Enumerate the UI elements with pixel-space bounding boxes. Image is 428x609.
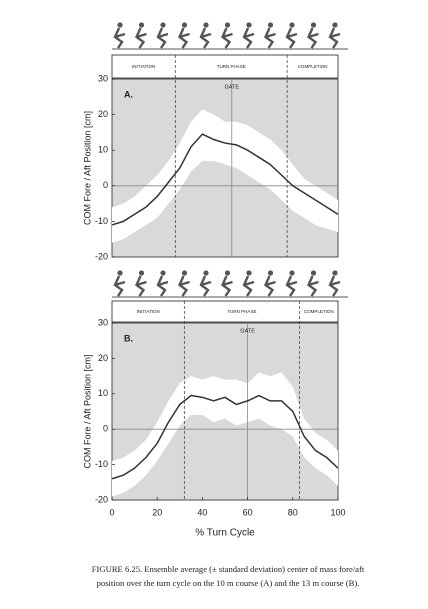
- y-axis-label: COM Fore / Aft Position [cm]: [82, 354, 92, 468]
- skier-body: [135, 275, 147, 297]
- skier-head: [310, 270, 317, 276]
- skier-body: [328, 275, 341, 297]
- y-tick-label: -20: [95, 494, 108, 504]
- skier-body: [285, 275, 298, 297]
- skier-body: [307, 275, 319, 297]
- phase-label: TURN PHASE: [227, 309, 256, 314]
- x-tick-label: 20: [152, 507, 162, 517]
- skier-head: [117, 22, 123, 28]
- y-tick-label: -10: [95, 459, 108, 469]
- phase-bar: [111, 300, 339, 323]
- skier-body: [156, 275, 169, 297]
- skier-head: [224, 270, 231, 276]
- skier-body: [328, 27, 341, 49]
- mean-line: [111, 133, 339, 226]
- skier-body: [135, 27, 147, 49]
- skier-head: [267, 270, 274, 276]
- skier-head: [267, 22, 274, 28]
- phase-label: INITIATION: [132, 64, 155, 69]
- y-tick-label: 10: [98, 388, 108, 398]
- skier-body: [199, 275, 212, 297]
- x-tick-label: 80: [288, 507, 298, 517]
- skier-body: [242, 27, 255, 49]
- skier-head: [246, 22, 252, 28]
- skier-body: [199, 27, 212, 49]
- plot-area: [111, 78, 339, 258]
- skier-head: [138, 22, 145, 28]
- phase-label: INITIATION: [137, 309, 160, 314]
- y-tick-label: 30: [98, 317, 108, 327]
- sd-band: [112, 372, 338, 497]
- sd-band: [112, 109, 338, 243]
- x-tick-label: 100: [330, 507, 345, 517]
- skier-head: [117, 270, 123, 276]
- skier-body: [113, 275, 126, 297]
- gate-label: GATE: [224, 84, 239, 90]
- phase-label: COMPLETION: [298, 64, 328, 69]
- skier-body: [178, 275, 190, 297]
- skier-body: [156, 27, 169, 49]
- skier-head: [160, 22, 166, 28]
- y-tick-label: 0: [103, 424, 108, 434]
- skier-head: [332, 270, 338, 276]
- panel-label: A.: [124, 89, 133, 99]
- skier-head: [181, 270, 188, 276]
- skier-head: [246, 270, 252, 276]
- y-tick-label: -10: [95, 216, 108, 226]
- x-axis-label: % Turn Cycle: [195, 528, 255, 539]
- skier-body: [221, 27, 233, 49]
- skier-head: [332, 22, 338, 28]
- skier-body: [178, 27, 190, 49]
- skier-body: [307, 27, 319, 49]
- y-axis-label: COM Fore / Aft Position [cm]: [82, 111, 92, 225]
- y-tick-label: 10: [98, 145, 108, 155]
- skier-head: [224, 22, 231, 28]
- skier-head: [160, 270, 166, 276]
- phase-label: COMPLETION: [304, 309, 334, 314]
- panel-label: B.: [124, 333, 133, 343]
- skier-body: [221, 275, 233, 297]
- y-tick-label: 20: [98, 109, 108, 119]
- skier-head: [289, 270, 295, 276]
- gate-label: GATE: [240, 328, 255, 334]
- caption-line: position over the turn cycle on the 10 m…: [97, 578, 360, 588]
- caption-line: FIGURE 6.25. Ensemble average (± standar…: [92, 564, 365, 574]
- x-tick-label: 0: [109, 507, 114, 517]
- skier-head: [289, 22, 295, 28]
- y-tick-label: -20: [95, 251, 108, 261]
- skier-body: [285, 27, 298, 49]
- skier-body: [242, 275, 255, 297]
- skier-body: [264, 27, 276, 49]
- skier-body: [113, 27, 126, 49]
- skier-head: [138, 270, 145, 276]
- phase-bar: [111, 54, 339, 79]
- y-tick-label: 30: [98, 73, 108, 83]
- skier-body: [264, 275, 276, 297]
- x-tick-label: 40: [197, 507, 207, 517]
- skier-head: [203, 270, 209, 276]
- y-tick-label: 0: [103, 180, 108, 190]
- skier-head: [203, 22, 209, 28]
- skier-head: [310, 22, 317, 28]
- skier-head: [181, 22, 188, 28]
- x-tick-label: 60: [243, 507, 253, 517]
- mean-line: [111, 394, 339, 480]
- y-tick-label: 20: [98, 353, 108, 363]
- phase-label: TURN PHASE: [217, 64, 246, 69]
